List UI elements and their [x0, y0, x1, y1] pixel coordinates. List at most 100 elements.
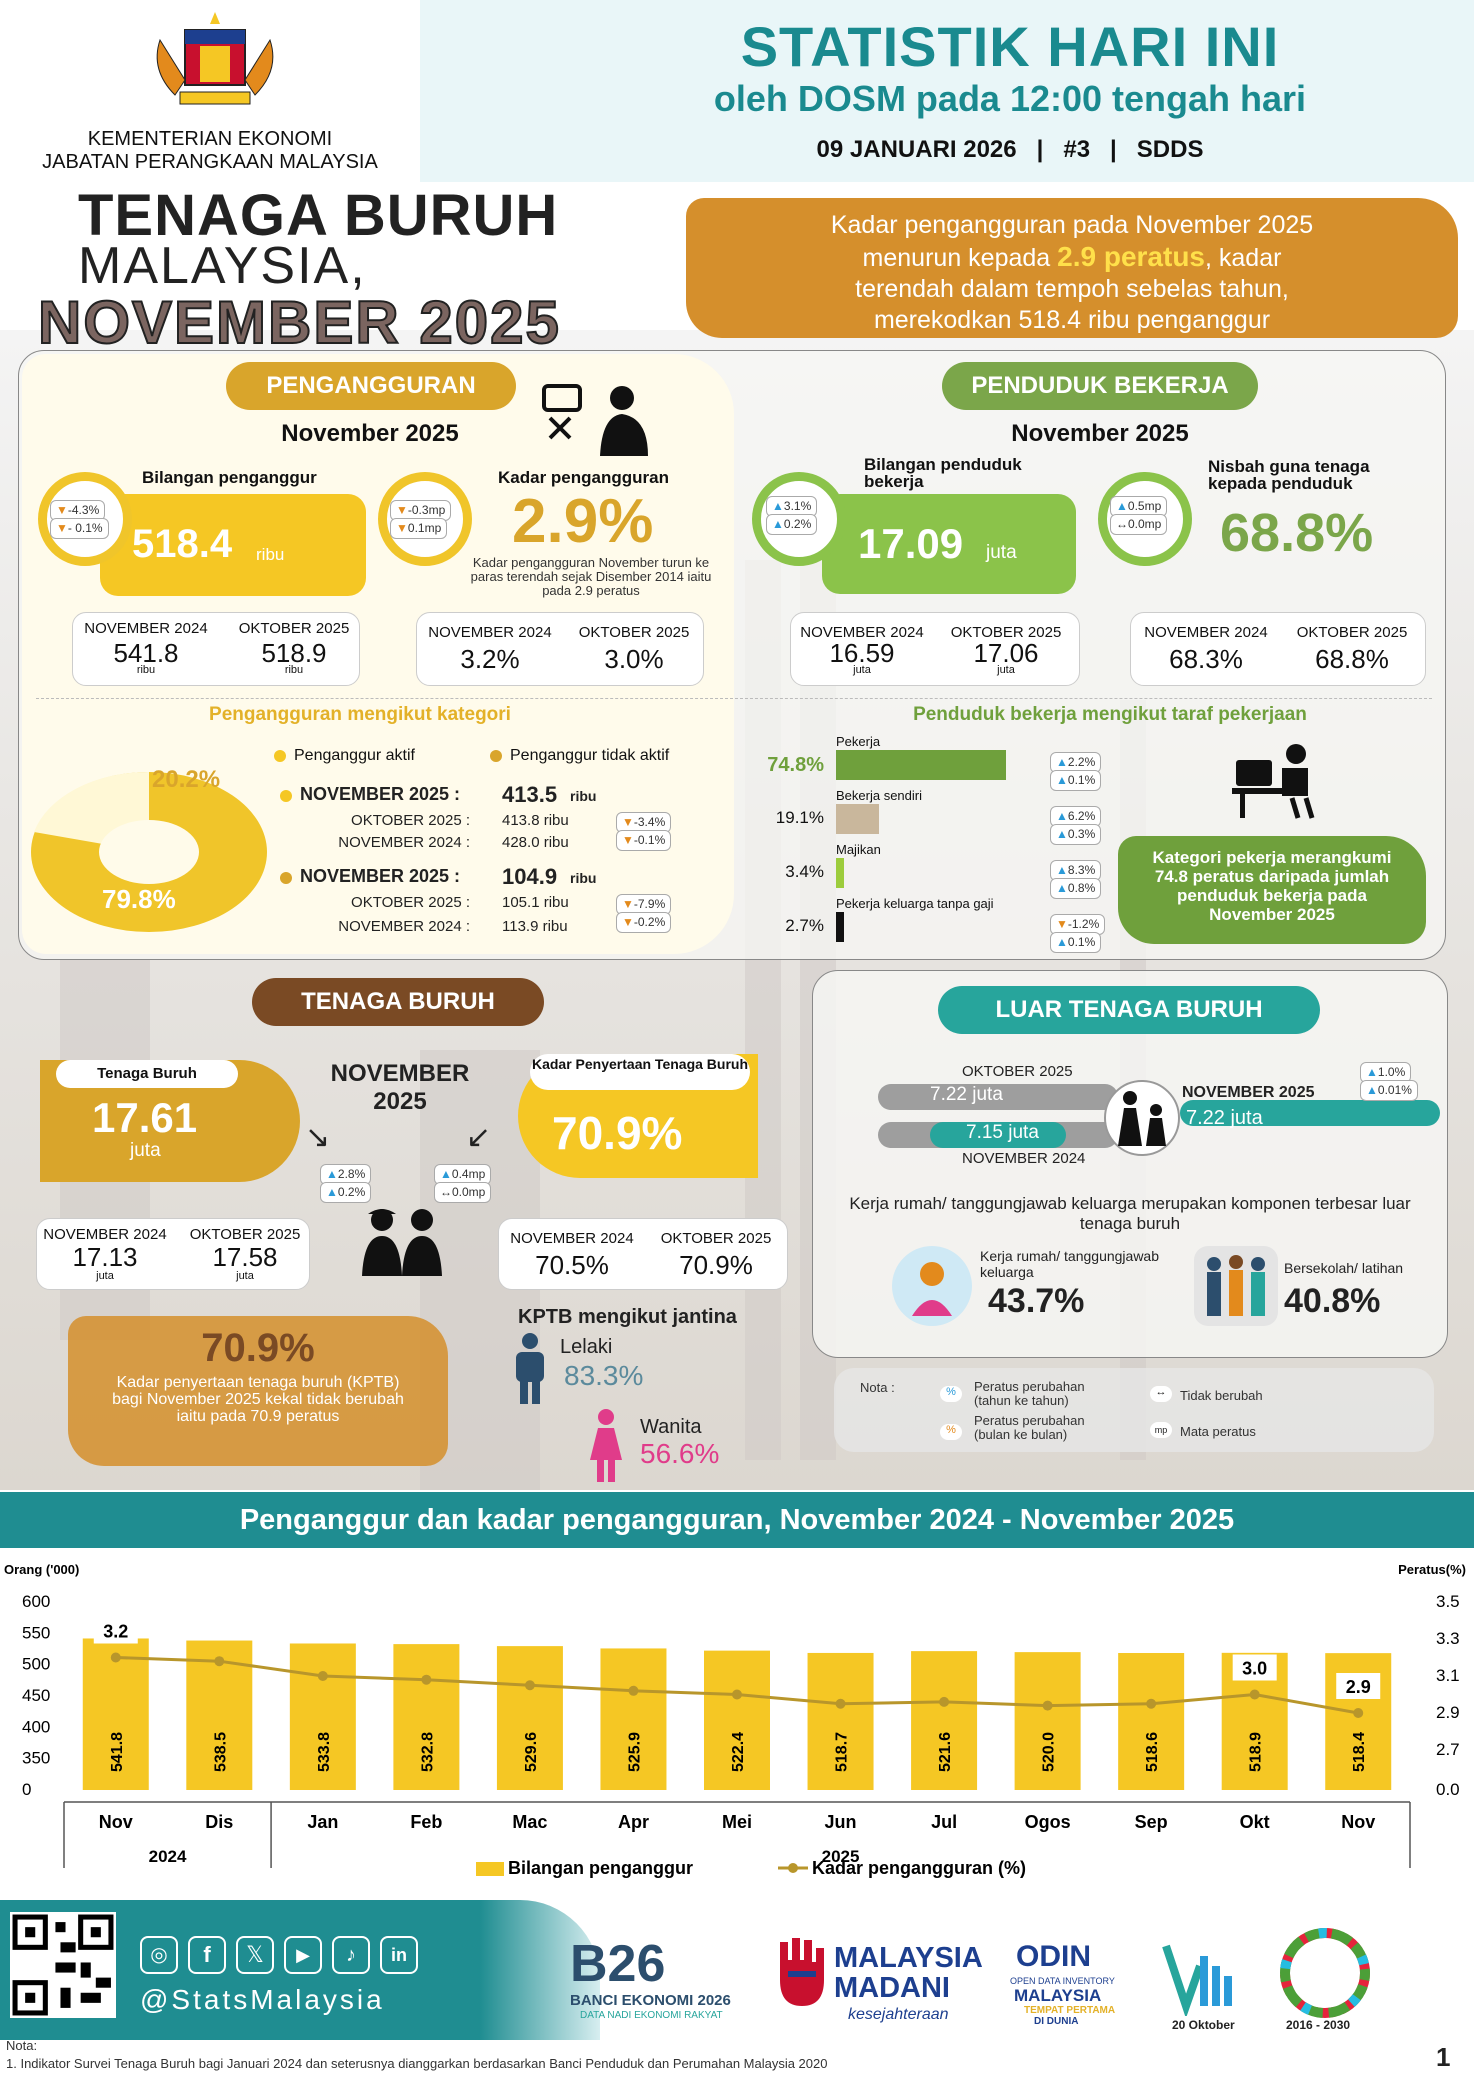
outside-desc: Kerja rumah/ tanggungjawab keluarga meru… — [849, 1194, 1411, 1233]
change-ring — [752, 472, 846, 566]
active-unit: ribu — [570, 788, 597, 804]
release-meta: 09 JANUARI 2026 | #3 | SDDS — [816, 136, 1204, 163]
bar-value-label: 518.6 — [1144, 1732, 1161, 1772]
status-pct: 19.1% — [775, 808, 824, 827]
rate-label-box — [1336, 1673, 1381, 1699]
comparison-unit: juta — [997, 664, 1015, 676]
note-yoy: Peratus perubahan (tahun ke tahun) — [974, 1379, 1085, 1408]
footnote-title: Nota: — [6, 2038, 38, 2053]
mom-value: 0.1% — [1067, 935, 1096, 949]
comparison-label: NOVEMBER 2024 — [84, 620, 208, 637]
footnote: 1. Indikator Survei Tenaga Buruh bagi Ja… — [6, 2056, 828, 2071]
instagram-icon[interactable]: ◎ — [140, 1936, 178, 1974]
up-arrow-icon: ▲ — [1056, 773, 1068, 787]
department-name: JABATAN PERANGKAAN MALAYSIA — [42, 151, 378, 173]
x-tick-label: Dis — [205, 1812, 233, 1832]
linkedin-icon[interactable]: in — [380, 1936, 418, 1974]
y-tick-label: 450 — [22, 1686, 50, 1705]
comparison-value: 70.9% — [679, 1250, 753, 1280]
youtube-icon[interactable]: ▶ — [284, 1936, 322, 1974]
active-nov24-value: 428.0 ribu — [502, 834, 569, 851]
status-bar — [836, 804, 880, 834]
rate-point — [317, 1671, 328, 1681]
lfpr-comparison — [498, 1218, 788, 1290]
rate-point — [110, 1652, 121, 1663]
mom-chip: ▲0.3% — [1050, 824, 1102, 845]
mom-value: 0.0mp — [1128, 517, 1162, 531]
yoy-value: 1.0% — [1377, 1065, 1406, 1079]
no-change-icon: ↔ — [1150, 1386, 1172, 1402]
status-label: Majikan — [836, 842, 881, 857]
mom-chip: ▼-0.1% — [616, 830, 672, 851]
bar — [82, 1638, 149, 1790]
facebook-icon[interactable]: f — [188, 1936, 226, 1974]
active-period: NOVEMBER 2025 : — [300, 784, 461, 804]
male-value: 83.3% — [564, 1360, 644, 1391]
tiktok-icon[interactable]: ♪ — [332, 1936, 370, 1974]
unemployment-rate-comparison — [416, 612, 704, 686]
mom-chip: ▲0.2% — [766, 514, 818, 535]
x-tick-label: Jan — [307, 1812, 338, 1832]
y2-tick-label: 3.3 — [1436, 1629, 1460, 1648]
yoy-value: 3.1% — [783, 499, 812, 513]
bar — [600, 1648, 667, 1790]
down-arrow-icon: ▼ — [622, 815, 634, 829]
active-nov24-label: NOVEMBER 2024 : — [338, 834, 470, 851]
yoy-value: 8.3% — [1067, 863, 1096, 877]
social-handle[interactable]: @StatsMalaysia — [140, 1984, 385, 2015]
yoy-chip: ▲2.2% — [1050, 752, 1102, 773]
yoy-value: -0.3mp — [407, 503, 446, 517]
yoy-chip: ▼-1.2% — [1050, 914, 1106, 935]
logo2-c: kesejahteraan — [848, 2006, 949, 2023]
ratio-comparison — [1130, 612, 1426, 686]
outside-nov25-value: 7.22 juta — [1186, 1107, 1263, 1129]
outside-nov24-value: 7.15 juta — [966, 1122, 1039, 1143]
summary-text: menurun kepada — [862, 244, 1058, 272]
statistics-day-icon — [1162, 1944, 1232, 2016]
bar-value-label: 518.9 — [1248, 1732, 1265, 1772]
down-arrow-icon: ▼ — [396, 503, 408, 517]
sdg-wheel-icon — [1280, 1928, 1370, 2018]
yoy-chip: ▼-4.3% — [50, 500, 106, 521]
x-icon[interactable]: 𝕏 — [236, 1936, 274, 1974]
notes-box — [834, 1368, 1434, 1452]
curved-arrow-icon: ↘ — [305, 1121, 331, 1154]
distressed-person-icon — [542, 384, 648, 456]
qr-code-icon[interactable] — [10, 1912, 116, 2018]
employed-count-comparison — [790, 612, 1080, 686]
up-arrow-icon: ▲ — [1056, 863, 1068, 877]
bar-value-label: 541.8 — [109, 1732, 126, 1772]
chart-title: Penganggur dan kadar pengangguran, Novem… — [0, 1492, 1474, 1548]
inactive-value: 104.9 — [502, 864, 558, 889]
logo4: 20 Oktober — [1172, 2018, 1235, 2032]
madani-hand-icon — [780, 1938, 824, 2006]
inactive-nov24-value: 113.9 ribu — [502, 918, 568, 935]
rate-point — [732, 1689, 742, 1700]
down-arrow-icon: ▼ — [56, 503, 68, 517]
bar — [1118, 1653, 1185, 1790]
yoy-value: -7.9% — [633, 897, 666, 911]
logo2-b: MADANI — [834, 1972, 950, 2004]
comparison-label: OKTOBER 2025 — [1296, 624, 1408, 641]
up-arrow-icon: ▲ — [1056, 809, 1068, 823]
x-tick-label: Mac — [512, 1812, 547, 1832]
pill-unemployment: PENGANGGURAN — [226, 362, 516, 410]
mom-chip: ▲0.01% — [1360, 1080, 1418, 1101]
y2-axis-title: Peratus(%) — [1398, 1562, 1466, 1577]
x-tick-label: Ogos — [1025, 1812, 1071, 1832]
unemployment-rate-note: Kadar pengangguran November turun ke par… — [470, 555, 712, 598]
up-arrow-icon: ▲ — [1366, 1065, 1378, 1079]
legend-swatch — [274, 750, 286, 762]
comparison-unit: juta — [853, 664, 871, 676]
comparison-value: 68.8% — [1315, 644, 1389, 674]
divider — [36, 698, 1432, 699]
percent-change-icon: % — [940, 1386, 962, 1402]
year-label: 2024 — [149, 1847, 187, 1866]
no-change-icon: ↔ — [1116, 517, 1128, 531]
summary-line4: merekodkan 518.4 ribu penganggur — [873, 306, 1271, 334]
status-callout: Kategori pekerja merangkumi 74.8 peratus… — [1118, 836, 1426, 944]
y2-tick-label: 2.7 — [1436, 1740, 1460, 1759]
desk-worker-icon — [1232, 744, 1315, 819]
employed-count-label: Bilangan penduduk bekerja — [864, 455, 1022, 491]
female-icon — [590, 1409, 622, 1482]
